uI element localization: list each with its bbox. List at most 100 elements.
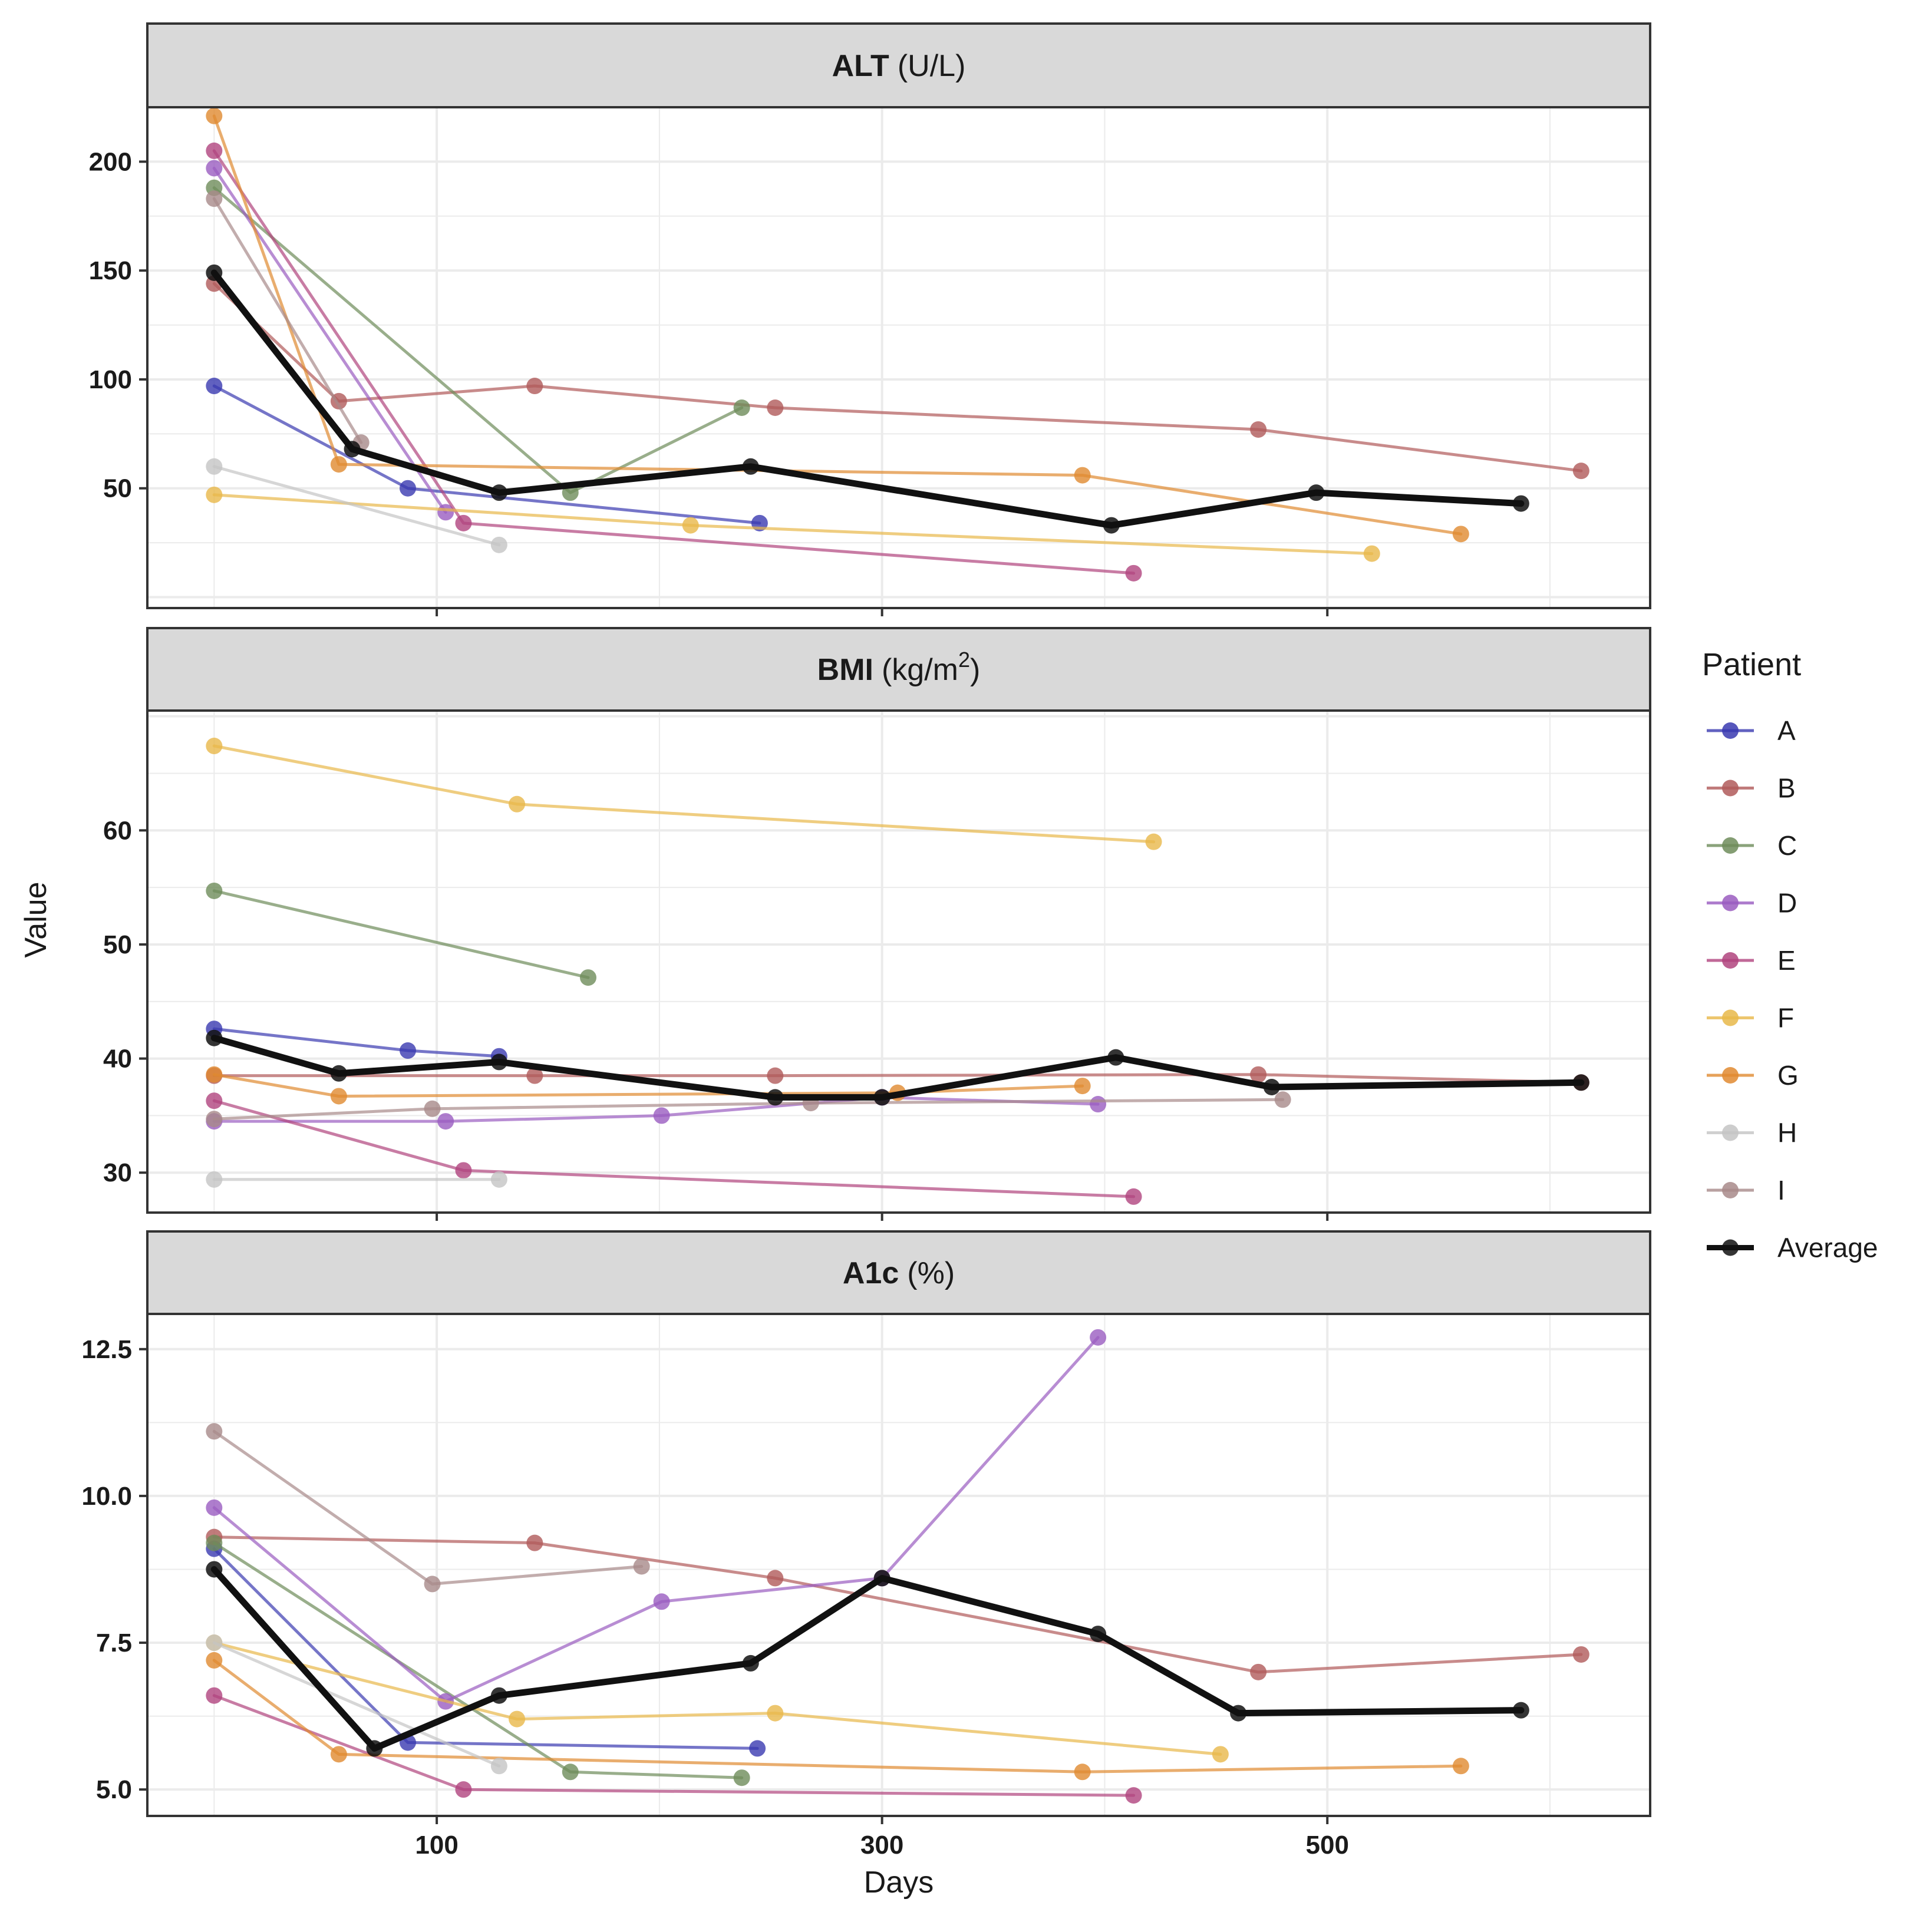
panel-strip: [146, 627, 1651, 712]
panel-strip: [146, 22, 1651, 108]
data-point-d: [206, 1499, 223, 1516]
y-tick-label: 7.5: [96, 1629, 132, 1657]
legend-entry-g: G: [1707, 1060, 1799, 1091]
data-point-e: [1125, 1188, 1142, 1205]
series-h: [206, 1171, 507, 1188]
data-point-b: [1250, 421, 1267, 438]
data-point-i: [206, 1423, 223, 1440]
data-point-h: [490, 536, 507, 553]
data-point-c: [206, 882, 223, 899]
data-point-b: [526, 1067, 543, 1084]
x-tick-label: 100: [415, 1831, 458, 1860]
data-point-d: [206, 160, 223, 177]
data-point-h: [206, 1171, 223, 1188]
data-point-average: [742, 458, 759, 475]
data-point-a: [749, 1740, 766, 1757]
data-point-b: [1250, 1066, 1267, 1083]
legend-label: C: [1777, 830, 1797, 861]
legend-entry-c: C: [1707, 830, 1797, 861]
legend-entry-a: A: [1707, 715, 1796, 746]
panel-strip-title: BMI (kg/m2): [817, 648, 981, 687]
legend-label: A: [1777, 715, 1796, 746]
legend-label: E: [1777, 945, 1796, 976]
legend-entry-i: I: [1707, 1175, 1785, 1206]
series-line-h: [212, 1641, 501, 1768]
series-line-g: [212, 1659, 1463, 1774]
legend-label: F: [1777, 1003, 1794, 1033]
data-point-h: [490, 1171, 507, 1188]
legend-entry-h: H: [1707, 1118, 1797, 1148]
legend-label: H: [1777, 1118, 1797, 1148]
data-point-i: [424, 1100, 441, 1117]
data-point-e: [206, 1092, 223, 1109]
panel-border: [146, 1313, 1651, 1817]
data-point-d: [437, 1113, 454, 1130]
y-tick-label: 100: [89, 365, 132, 394]
data-point-b: [526, 1534, 543, 1551]
data-point-average: [206, 1029, 223, 1046]
data-point-average: [490, 1053, 507, 1071]
series-line-h: [212, 465, 501, 547]
y-tick-label: 40: [103, 1045, 132, 1074]
data-point-c: [733, 399, 750, 416]
data-point-average: [1512, 495, 1529, 512]
data-point-a: [206, 378, 223, 395]
y-tick-label: 12.5: [81, 1335, 132, 1364]
data-point-g: [330, 1088, 347, 1105]
data-layer: [206, 738, 1589, 1205]
gridlines: [147, 1314, 1650, 1816]
legend-label: D: [1777, 888, 1797, 919]
data-point-g: [1452, 1758, 1469, 1775]
data-point-average: [1230, 1705, 1247, 1722]
series-line-c: [212, 889, 590, 979]
legend-key-point: [1722, 780, 1739, 797]
data-point-average: [206, 264, 223, 281]
data-point-e: [206, 142, 223, 159]
data-point-g: [206, 1652, 223, 1669]
panel-border: [146, 106, 1651, 609]
series-line-average: [210, 1035, 1585, 1101]
series-line-i: [212, 1098, 1285, 1121]
data-point-average: [1263, 1079, 1280, 1095]
data-point-e: [455, 514, 472, 531]
data-point-d: [1090, 1096, 1107, 1113]
series-i: [206, 1423, 650, 1593]
data-point-f: [767, 1705, 784, 1722]
panel-strip-title-unit: (%): [907, 1256, 955, 1290]
data-point-f: [1212, 1746, 1229, 1763]
panel-strip-title: ALT (U/L): [832, 49, 966, 83]
series-average: [206, 1029, 1589, 1106]
data-point-average: [767, 1089, 784, 1106]
series-h: [206, 458, 507, 553]
data-point-f: [1363, 545, 1380, 562]
legend-entry-e: E: [1707, 945, 1796, 976]
legend-key-point: [1722, 1009, 1739, 1026]
data-point-f: [1145, 833, 1162, 850]
panel-border: [146, 709, 1651, 1214]
legend-key-point: [1722, 1182, 1739, 1198]
data-point-a: [400, 1042, 416, 1059]
plot-background: [147, 711, 1650, 1213]
data-point-f: [682, 517, 699, 534]
data-point-e: [455, 1162, 472, 1179]
data-point-b: [1250, 1663, 1267, 1680]
gridlines: [147, 711, 1650, 1213]
data-point-g: [1074, 1763, 1091, 1781]
data-point-c: [733, 1769, 750, 1786]
data-point-b: [767, 1570, 784, 1587]
legend-entry-d: D: [1707, 888, 1797, 919]
panel-strip-title: A1c (%): [843, 1256, 955, 1290]
series-b: [206, 275, 1589, 480]
data-point-f: [206, 738, 223, 755]
data-point-average: [206, 1561, 223, 1578]
series-line-i: [212, 197, 363, 444]
legend-key-point: [1722, 837, 1739, 854]
data-point-b: [767, 1067, 784, 1084]
data-point-a: [400, 480, 416, 497]
legend-key-point: [1722, 722, 1739, 739]
y-tick-label: 5.0: [96, 1775, 132, 1804]
data-point-average: [366, 1740, 383, 1757]
panel-a1c: A1c (%) 5.0 7.5 10.0 12.5: [81, 1230, 1651, 1824]
series-e: [206, 1687, 1142, 1804]
series-average: [206, 1561, 1529, 1757]
